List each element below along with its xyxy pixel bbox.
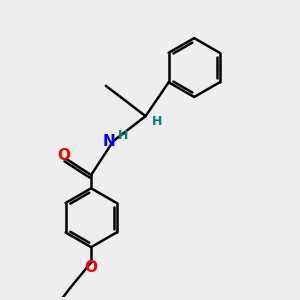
Text: O: O (85, 260, 98, 275)
Text: N: N (102, 134, 115, 149)
Text: H: H (152, 115, 162, 128)
Text: O: O (57, 148, 70, 164)
Text: H: H (118, 129, 129, 142)
